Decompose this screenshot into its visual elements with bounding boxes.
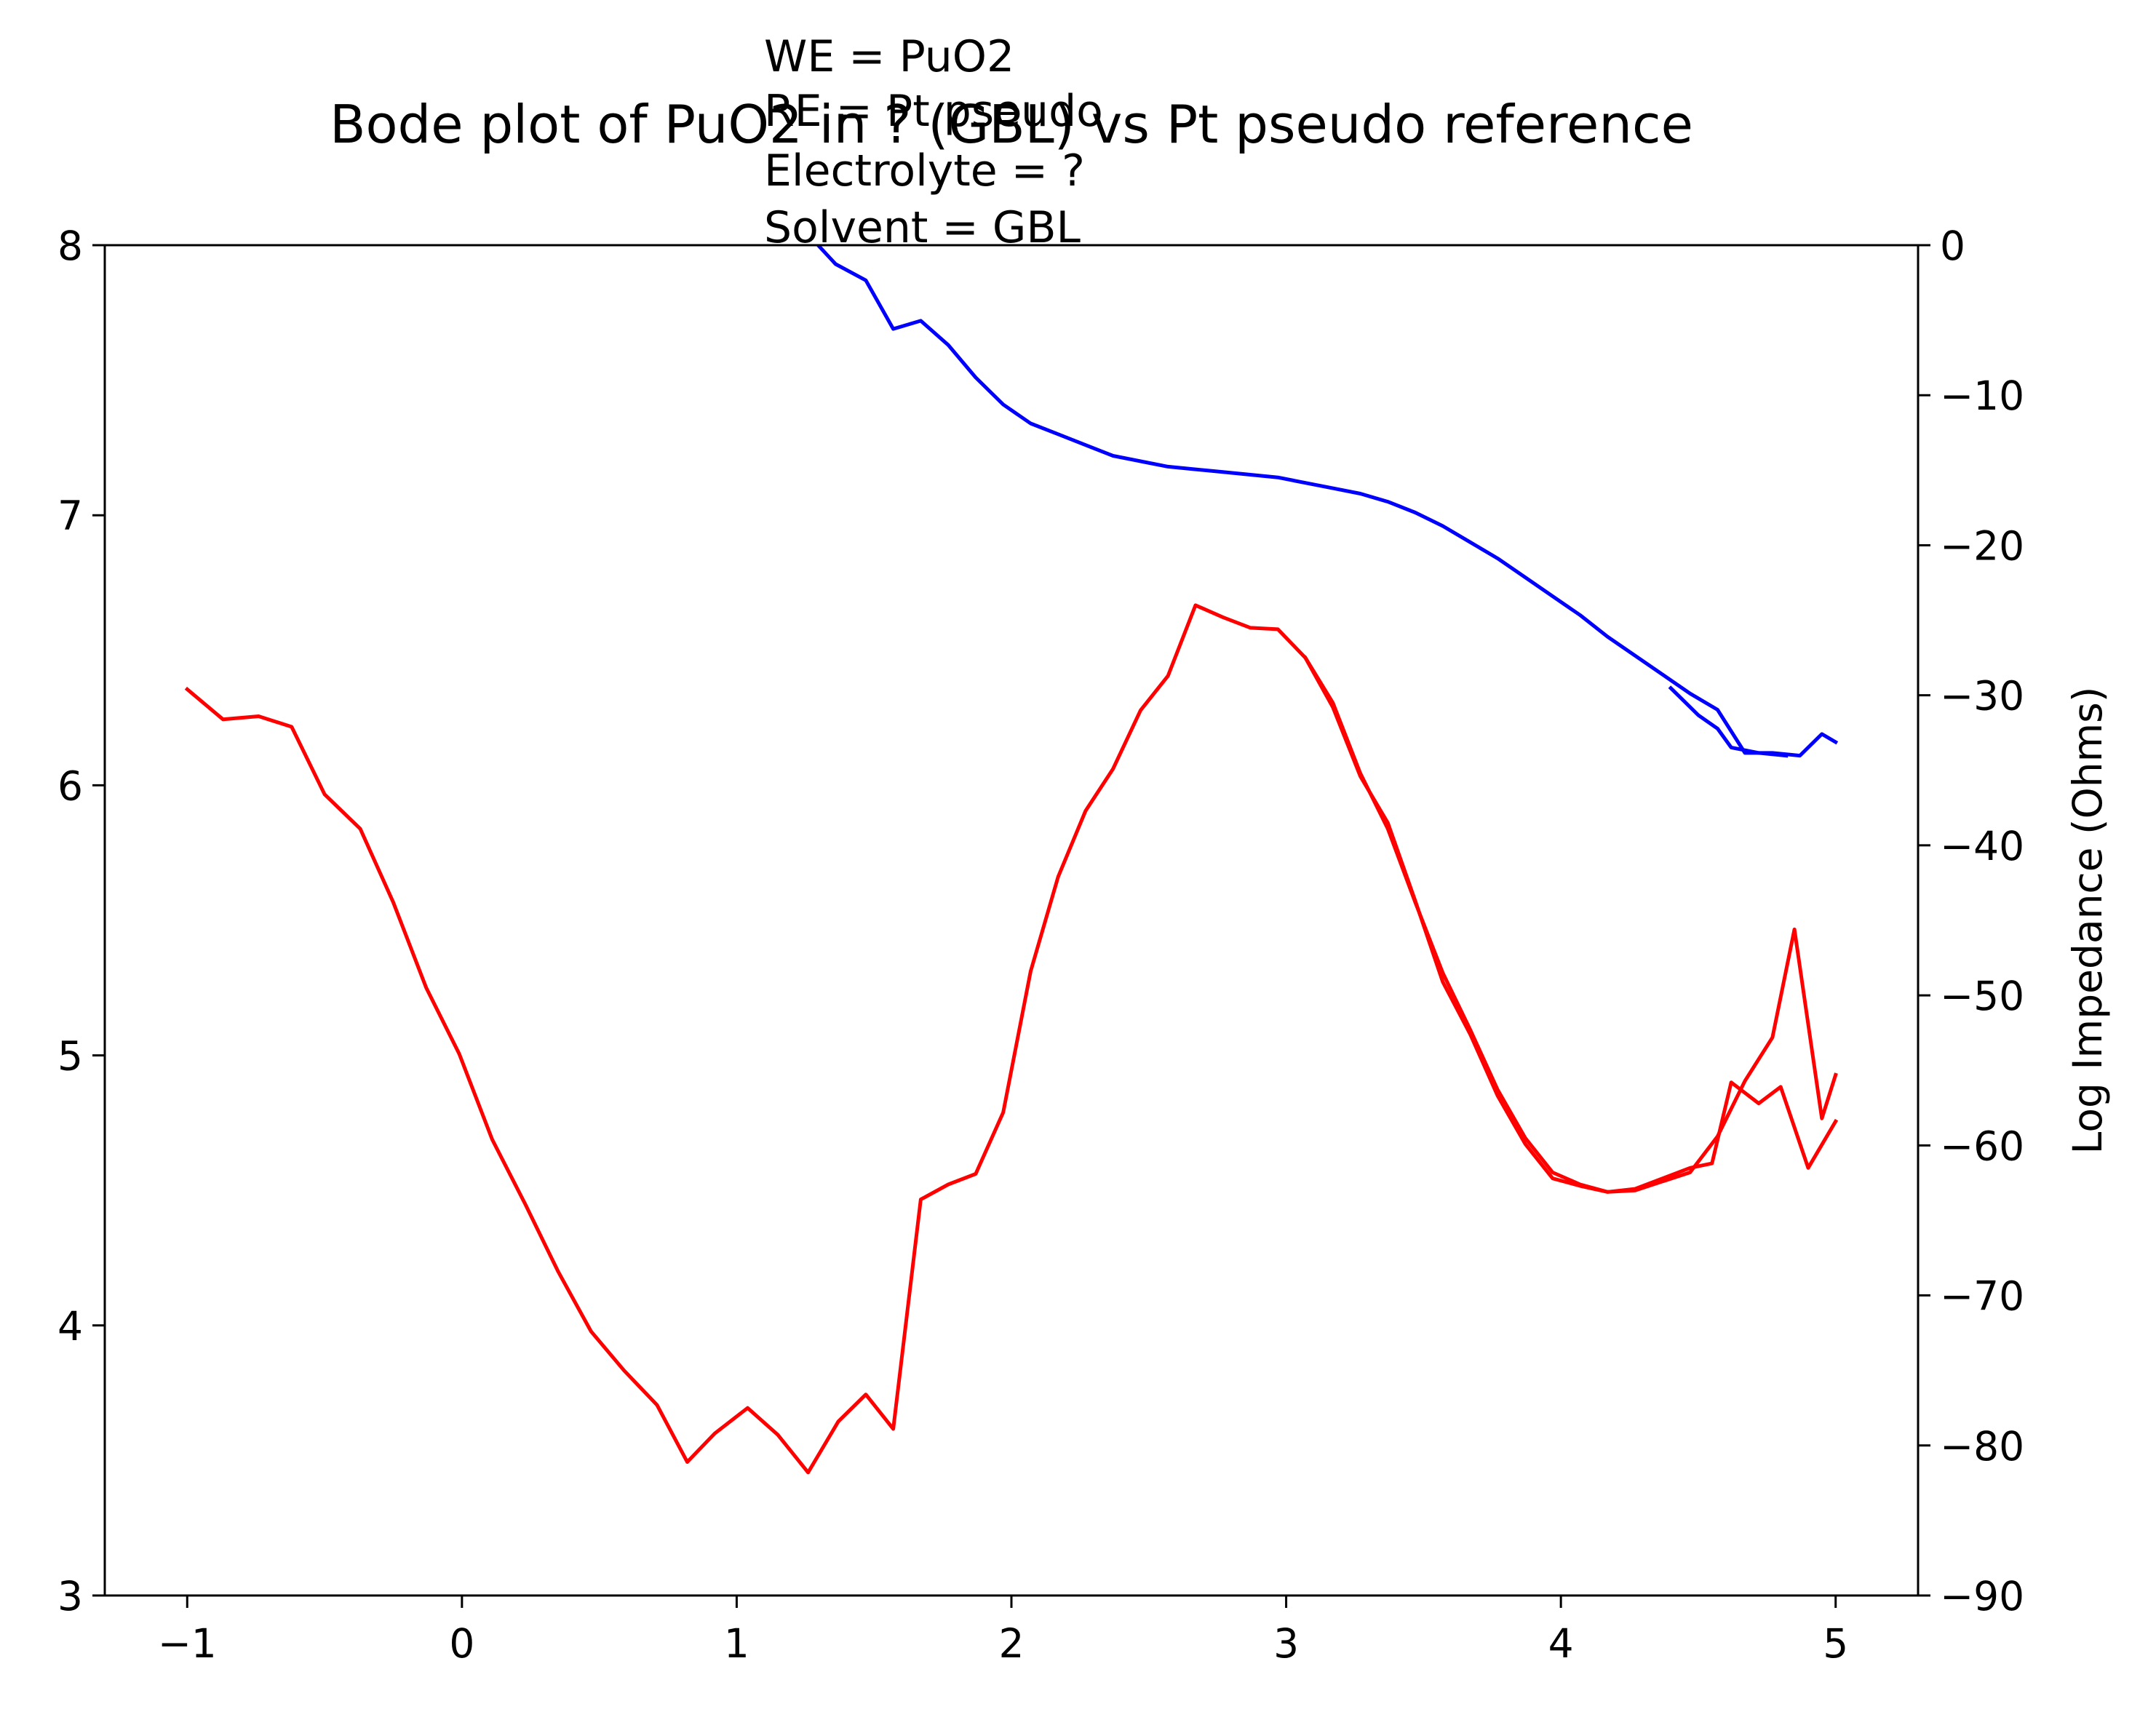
annotation-line-re: RE = Pt pseudo [764,86,1103,137]
series-line-4-impedance [1302,655,1839,1194]
y-right-tick-label: −30 [1940,673,2024,720]
annotation-box: WE = PuO2 RE = Pt pseudo Electrolyte = ?… [764,31,1103,253]
y-right-tick-label: −10 [1940,373,2024,419]
y-axis-right: −90 −80 −70 −60 −50 −40 −30 −20 −10 0 [1918,223,2024,1620]
y-right-tick-label: −20 [1940,522,2024,569]
y-left-tick-label: 7 [57,493,83,539]
y-axis-right-label: Log Impedance (Ohms) [2064,687,2111,1155]
y-right-tick-label: −40 [1940,823,2024,869]
annotation-line-solvent: Solvent = GBL [764,202,1081,253]
y-right-tick-label: −80 [1940,1423,2024,1470]
y-left-tick-label: 4 [57,1303,83,1350]
y-left-tick-label: 3 [57,1573,83,1620]
y-left-tick-label: 5 [57,1033,83,1080]
x-tick-label: 0 [449,1620,474,1667]
y-right-tick-label: −60 [1940,1123,2024,1169]
x-tick-label: 4 [1548,1620,1574,1667]
x-tick-label: 1 [724,1620,749,1667]
chart-title: Bode plot of PuO2 in ? (GBL) vs Pt pseud… [330,94,1693,155]
y-left-tick-label: 6 [57,762,83,809]
x-tick-label: 3 [1273,1620,1299,1667]
x-axis: −1 0 1 2 3 4 5 [158,1596,1848,1667]
y-right-tick-label: 0 [1940,223,1965,269]
series-layer [184,245,1839,1475]
plot-area [105,245,1918,1596]
series-line-1-left-axis [815,245,1839,758]
y-axis-left: 3 4 5 6 7 8 [57,223,105,1620]
y-right-tick-label: −50 [1940,973,2024,1019]
annotation-line-we: WE = PuO2 [764,31,1014,82]
x-tick-label: 2 [999,1620,1025,1667]
series-line-2-left-axis [1668,685,1789,758]
y-right-tick-label: −90 [1940,1573,2024,1620]
x-tick-label: −1 [158,1620,217,1667]
annotation-line-electrolyte: Electrolyte = ? [764,146,1085,196]
y-left-tick-label: 8 [57,223,83,269]
x-tick-label: 5 [1823,1620,1848,1667]
y-right-tick-label: −70 [1940,1273,2024,1320]
